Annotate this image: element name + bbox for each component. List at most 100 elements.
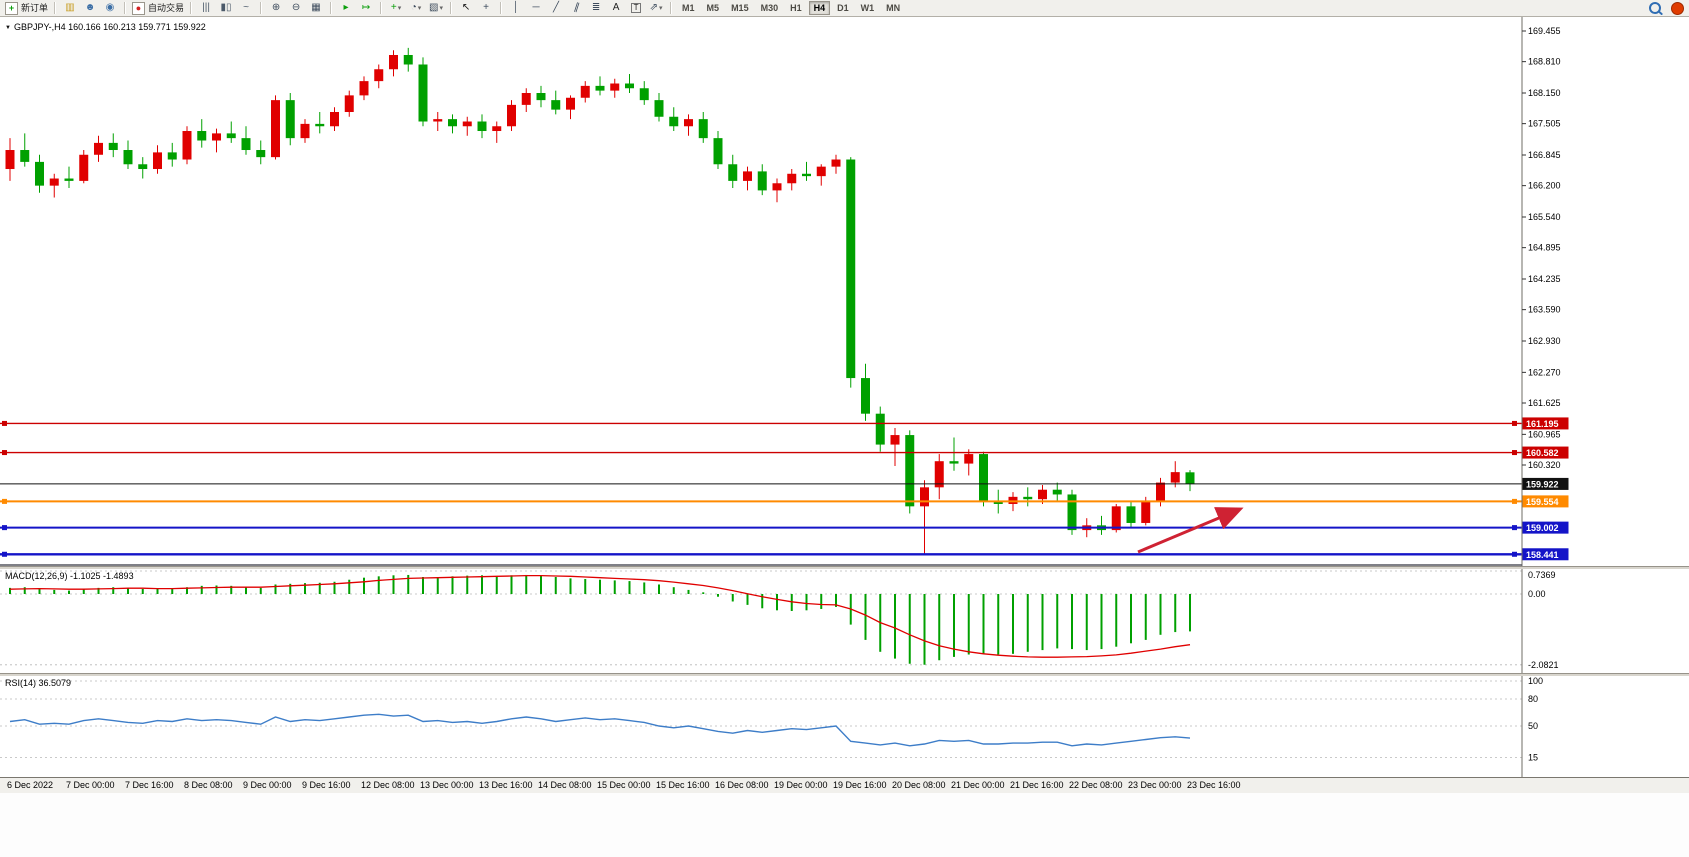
navigator-icon[interactable]: ☻ [80, 1, 100, 16]
panel-divider[interactable] [0, 566, 1689, 569]
crosshair-button[interactable]: + [476, 1, 496, 16]
dropdown-caret-icon: ▾ [397, 4, 402, 12]
macd-indicator-label: MACD(12,26,9) -1.1025 -1.4893 [5, 571, 134, 581]
text-label-icon: T [630, 3, 642, 13]
time-axis[interactable]: 6 Dec 2022 7 Dec 00:00 7 Dec 16:00 8 Dec 08… [0, 777, 1689, 793]
price-tag [1522, 521, 1569, 534]
crosshair-icon: + [483, 2, 489, 13]
main-chart-panel[interactable]: 169.455 168.810 168.150 167.505 166.845 166.2… [0, 17, 1689, 566]
time-tick-label: 23 Dec 16:00 [1187, 780, 1241, 790]
line-handle[interactable] [2, 551, 7, 557]
line-handle[interactable] [1512, 525, 1517, 531]
indicators-button[interactable]: + ▾ [386, 1, 406, 16]
bars-chart-icon: ||| [202, 2, 210, 13]
toolbar-separator [190, 2, 193, 14]
line-chart-button[interactable]: ~ [236, 1, 256, 16]
macd-panel[interactable]: 0.7369 0.00 -2.0821 [0, 569, 1689, 673]
market-watch-icon-icon: ▥ [65, 2, 75, 13]
price-tick-label: 166.845 [1528, 150, 1561, 160]
text-label-button[interactable]: T [626, 1, 646, 16]
cursor-icon: ↖ [461, 2, 471, 13]
candlestick-chart-button[interactable]: ▮▯ [216, 1, 236, 16]
price-tag-label: 160.582 [1526, 448, 1559, 458]
vertical-line-button[interactable]: │ [506, 1, 526, 16]
tf-m15-button[interactable]: M15 [731, 3, 749, 13]
price-tag [1522, 495, 1569, 508]
new-order-button-label: 新订单 [21, 2, 49, 13]
tf-m5-button[interactable]: M5 [706, 3, 720, 13]
price-tag-label: 159.922 [1526, 479, 1559, 489]
symbol-ohlc-label: ▼ GBPJPY-,H4 160.166 160.213 159.771 159.… [5, 22, 206, 32]
price-tick-label: 168.150 [1528, 88, 1561, 98]
new-order-button[interactable]: + 新订单 [3, 1, 50, 16]
zoom-out-button[interactable]: ⊖ [286, 1, 306, 16]
periods-button[interactable]: ◔ ▾ [406, 1, 426, 16]
channel-icon: ∥ [572, 1, 581, 14]
trendline-button[interactable]: ╱ [546, 1, 566, 16]
line-handle[interactable] [1512, 450, 1517, 456]
time-tick-label: 21 Dec 00:00 [951, 780, 1005, 790]
text-button[interactable]: A [606, 1, 626, 16]
line-handle[interactable] [1512, 551, 1517, 557]
tile-windows-button[interactable]: ▦ [306, 1, 326, 16]
auto-trading-button[interactable]: ● 自动交易 [130, 1, 186, 16]
tf-h1-button[interactable]: H1 [790, 3, 802, 13]
rsi-panel[interactable]: 100 80 50 15 [0, 676, 1689, 777]
line-chart-icon: ~ [243, 2, 249, 13]
tf-h4-button[interactable]: H4 [808, 1, 831, 15]
candlestick-chart-icon: ▮▯ [220, 2, 232, 13]
auto-trading-button-label: 自动交易 [148, 2, 185, 13]
dropdown-caret-icon: ▾ [417, 4, 422, 12]
price-axis[interactable]: 169.455 168.810 168.150 167.505 166.845 166.2… [1521, 17, 1561, 566]
bars-chart-button[interactable]: ||| [196, 1, 216, 16]
horizontal-line-button[interactable]: ─ [526, 1, 546, 16]
arrows-button[interactable]: ⇗ ▾ [646, 1, 666, 16]
time-tick-label: 20 Dec 08:00 [892, 780, 946, 790]
price-tag [1522, 548, 1569, 561]
tf-m1-button[interactable]: M1 [682, 3, 695, 13]
zoom-in-icon: ⊕ [271, 2, 281, 13]
chart-menu-arrow-icon[interactable]: ▼ [5, 25, 11, 31]
time-tick-label: 15 Dec 16:00 [656, 780, 710, 790]
vertical-line-icon: │ [512, 2, 520, 13]
rsi-tick-label: 50 [1528, 721, 1538, 731]
time-tick-label: 22 Dec 08:00 [1069, 780, 1123, 790]
horizontal-line-icon: ─ [532, 2, 540, 13]
channel-button[interactable]: ∥ [566, 1, 586, 16]
tf-mn-button[interactable]: MN [886, 3, 901, 13]
toolbar-separator [670, 2, 673, 14]
line-handle[interactable] [2, 420, 7, 426]
tf-m30-button[interactable]: M30 [760, 3, 779, 13]
price-tag-label: 158.441 [1526, 550, 1559, 560]
trend-arrow[interactable] [1137, 507, 1244, 554]
rsi-indicator-label: RSI(14) 36.5079 [5, 678, 72, 688]
community-button[interactable] [1671, 1, 1684, 15]
cursor-button[interactable]: ↖ [456, 1, 476, 16]
price-tick-label: 162.930 [1528, 336, 1561, 346]
line-handle[interactable] [2, 525, 7, 531]
panel-divider[interactable] [0, 673, 1689, 676]
market-watch-icon[interactable]: ▥ [60, 1, 80, 16]
price-tick-label: 160.965 [1528, 429, 1561, 439]
toolbar-separator [124, 2, 127, 14]
line-handle[interactable] [2, 450, 7, 456]
text-icon: A [612, 2, 620, 13]
line-handle[interactable] [1512, 498, 1517, 504]
line-handle[interactable] [2, 498, 7, 504]
auto-scroll-button[interactable]: ▸ [336, 1, 356, 16]
line-handle[interactable] [1512, 420, 1517, 426]
tf-d1-button[interactable]: D1 [837, 3, 849, 13]
toolbar-separator [260, 2, 263, 14]
rsi-tick-label: 15 [1528, 753, 1538, 763]
chart-shift-button[interactable]: ↦ [356, 1, 376, 16]
toolbar: + 新订单 ▥ ☻ ◉ ● 自动交易 ||| ▮▯ ~ ⊕ ⊖ ▦ ▸ ↦ + ▾ ◔ ▾ ▧ ▾ ↖ + │ ─ ╱ ∥ ≣ A T ⇗ ▾… [0, 0, 1689, 17]
tf-w1-button[interactable]: W1 [860, 3, 875, 13]
templates-button[interactable]: ▧ ▾ [426, 1, 446, 16]
terminal-icon[interactable]: ◉ [100, 1, 120, 16]
time-tick-label: 14 Dec 08:00 [538, 780, 592, 790]
price-tick-label: 163.590 [1528, 305, 1561, 315]
search-button[interactable] [1649, 2, 1661, 14]
fibonacci-button[interactable]: ≣ [586, 1, 606, 16]
price-tag-label: 159.002 [1526, 523, 1559, 533]
zoom-in-button[interactable]: ⊕ [266, 1, 286, 16]
